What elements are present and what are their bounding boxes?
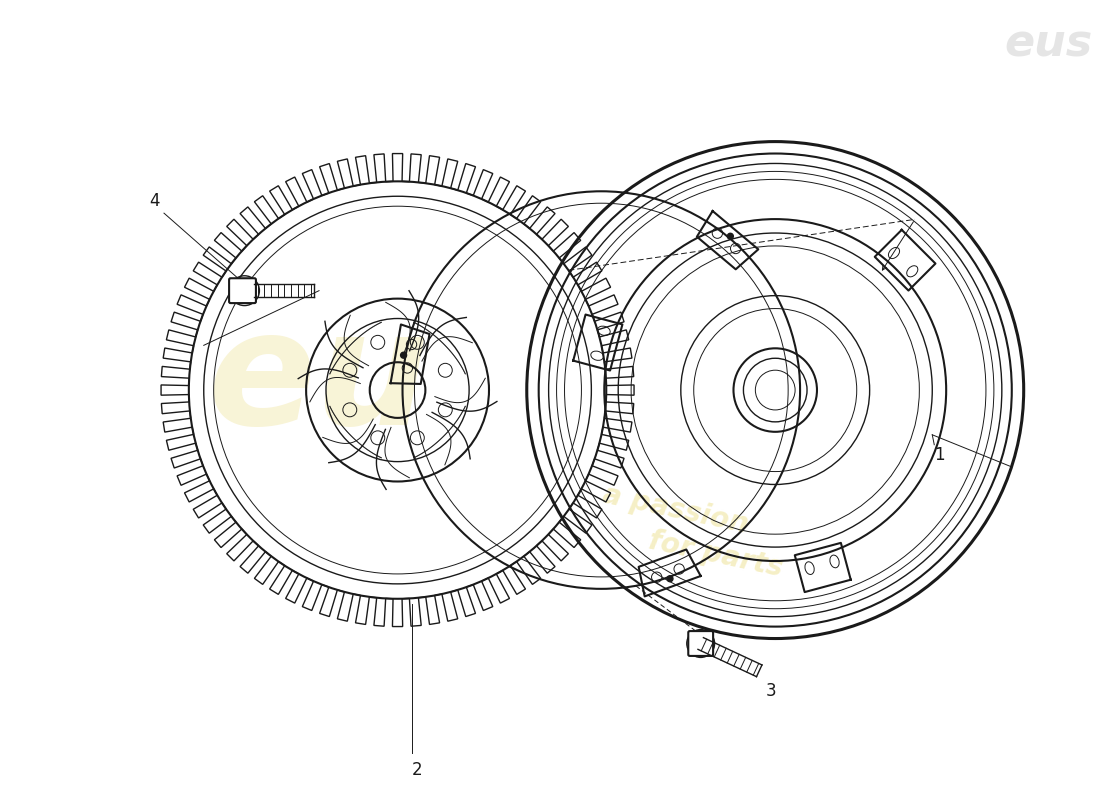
- Text: eus: eus: [1004, 22, 1092, 66]
- Text: 2: 2: [412, 761, 422, 778]
- Text: 1: 1: [934, 446, 945, 464]
- FancyBboxPatch shape: [689, 631, 713, 656]
- Text: a passion: a passion: [601, 480, 751, 538]
- FancyBboxPatch shape: [229, 278, 256, 303]
- Text: eu: eu: [207, 302, 429, 458]
- Text: 3: 3: [766, 682, 777, 700]
- Circle shape: [400, 352, 407, 358]
- Text: for parts: for parts: [646, 526, 785, 582]
- Circle shape: [727, 234, 734, 239]
- Circle shape: [667, 576, 673, 582]
- Text: 4: 4: [148, 192, 159, 210]
